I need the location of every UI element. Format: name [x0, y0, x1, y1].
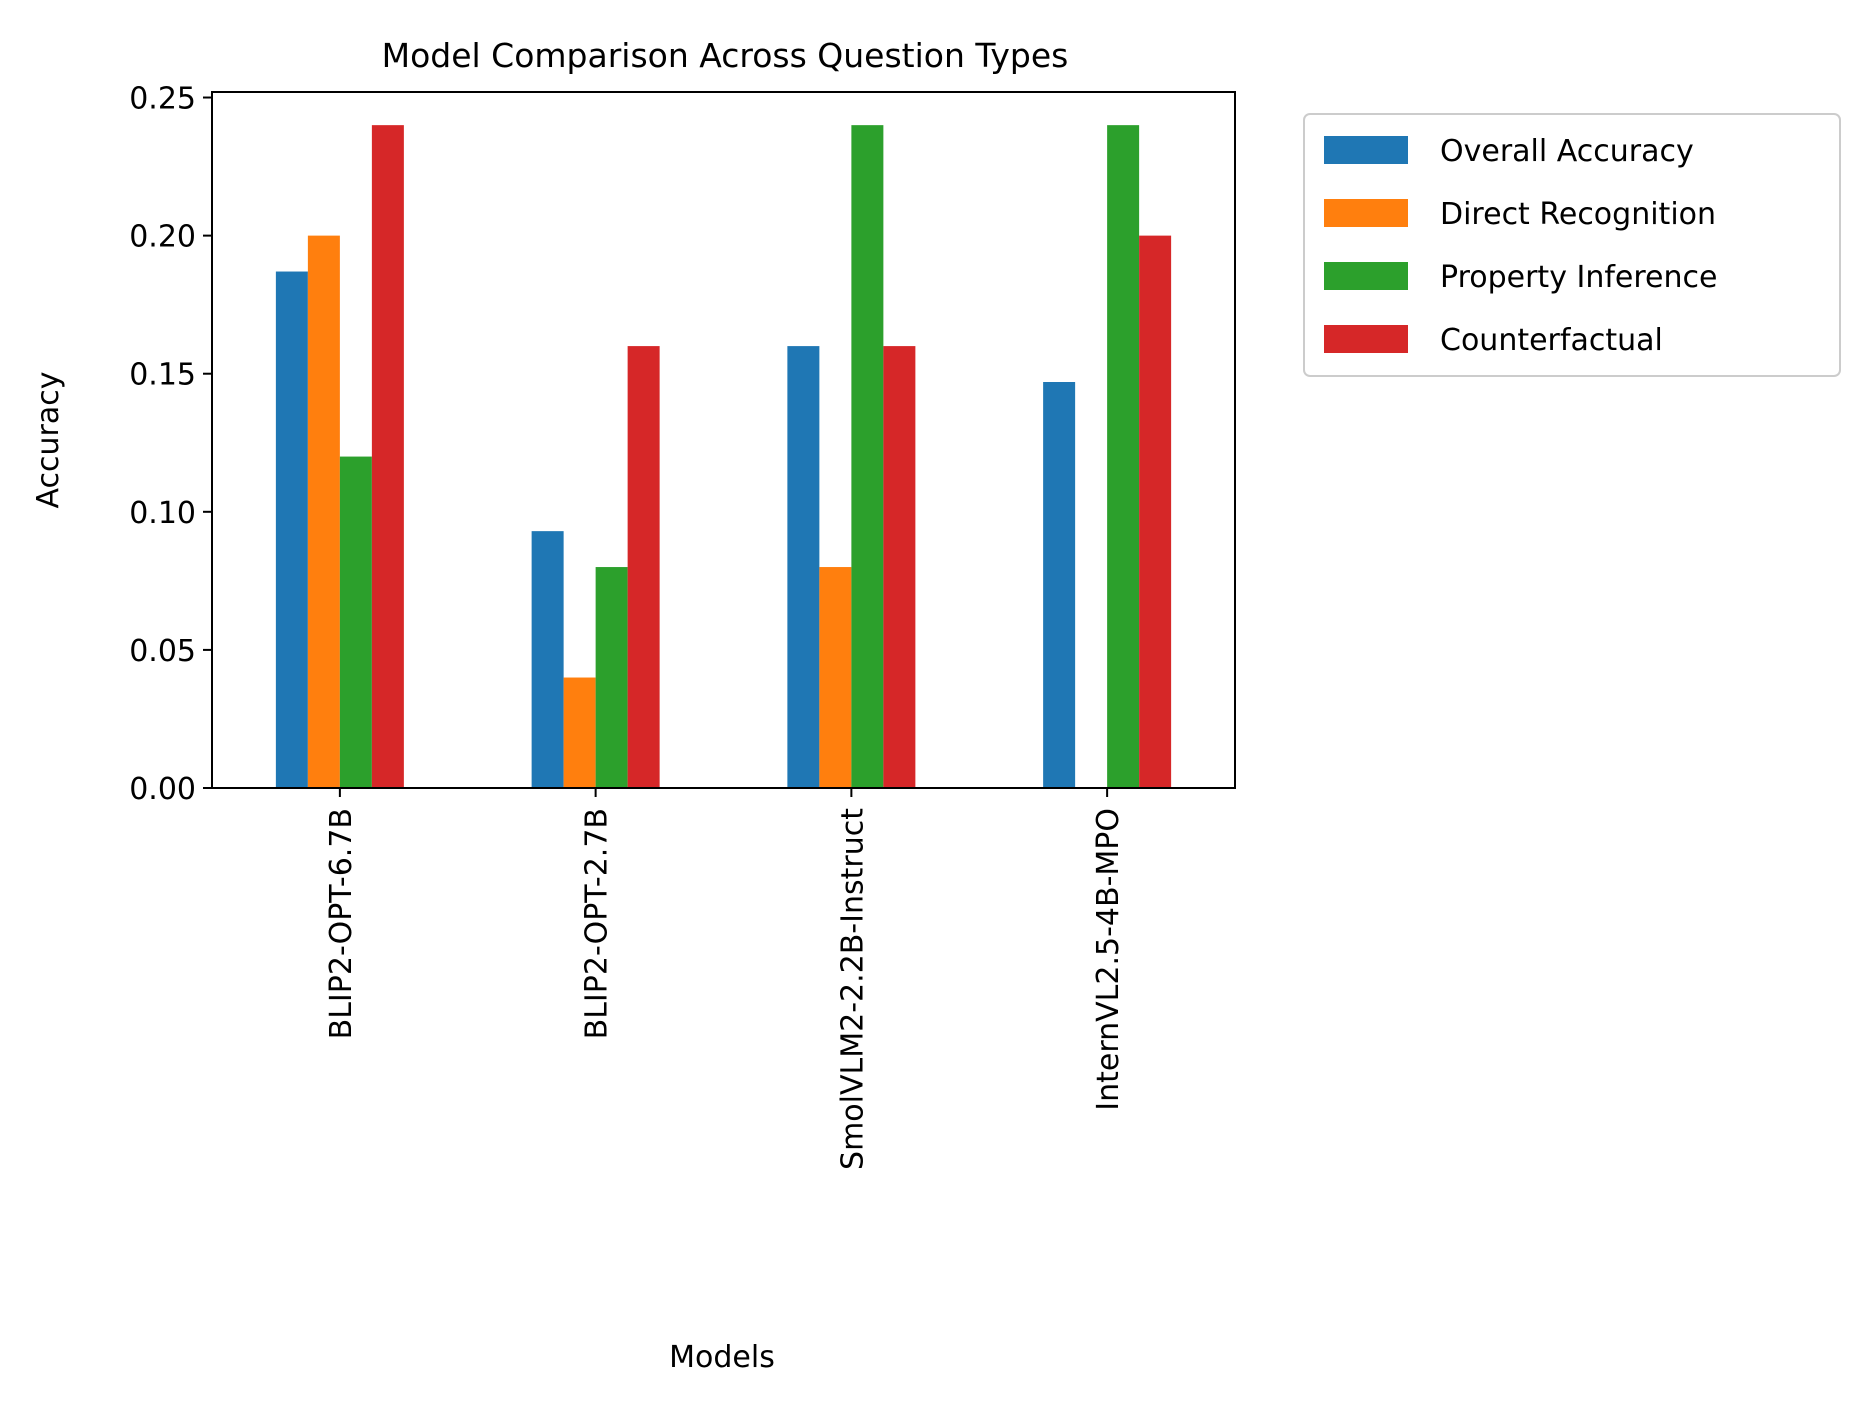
legend-label: Direct Recognition: [1440, 197, 1716, 232]
x-tick-label: BLIP2-OPT-6.7B: [324, 808, 359, 1039]
legend-label: Counterfactual: [1440, 323, 1663, 358]
y-axis-label: Accuracy: [31, 372, 66, 509]
bar: [531, 531, 564, 788]
x-tick-label: BLIP2-OPT-2.7B: [580, 808, 615, 1039]
bar: [595, 567, 628, 788]
chart-title: Model Comparison Across Question Types: [382, 36, 1069, 75]
bar: [787, 346, 820, 788]
legend-swatch: [1324, 136, 1408, 164]
y-axis: 0.00 0.05 0.10 0.15 0.20 0.25: [129, 82, 212, 807]
bar: [371, 125, 404, 788]
legend: Overall Accuracy Direct Recognition Proper…: [1303, 113, 1841, 377]
y-tick-label: 0.00: [129, 772, 196, 807]
legend-swatch: [1324, 199, 1408, 227]
bar: [883, 346, 916, 788]
plot-area: [275, 125, 1172, 789]
bar: [627, 346, 660, 788]
axes-frame: [211, 91, 1236, 789]
legend-frame: [1303, 113, 1841, 377]
y-tick-label: 0.15: [129, 358, 196, 393]
x-axis-label: Models: [669, 1340, 775, 1375]
bar: [1043, 382, 1076, 788]
legend-label: Overall Accuracy: [1440, 134, 1694, 169]
y-tick-label: 0.25: [129, 82, 196, 117]
bar: [563, 677, 596, 788]
y-tick-label: 0.10: [129, 496, 196, 531]
bar: [275, 271, 308, 788]
bar: [1139, 235, 1172, 789]
bar: [307, 235, 340, 789]
bar: [819, 567, 852, 788]
x-tick-label: InternVL2.5-4B-MPO: [1091, 808, 1126, 1111]
bar: [851, 125, 884, 788]
legend-swatch: [1324, 262, 1408, 290]
y-tick-label: 0.20: [129, 220, 196, 255]
legend-label: Property Inference: [1440, 260, 1717, 295]
y-tick-label: 0.05: [129, 634, 196, 669]
bar: [1107, 125, 1140, 788]
x-axis: BLIP2-OPT-6.7B BLIP2-OPT-2.7B SmolVLM2-2.2…: [324, 788, 1126, 1170]
bar: [339, 456, 372, 788]
x-tick-label: SmolVLM2-2.2B-Instruct: [835, 808, 870, 1170]
legend-swatch: [1324, 325, 1408, 353]
